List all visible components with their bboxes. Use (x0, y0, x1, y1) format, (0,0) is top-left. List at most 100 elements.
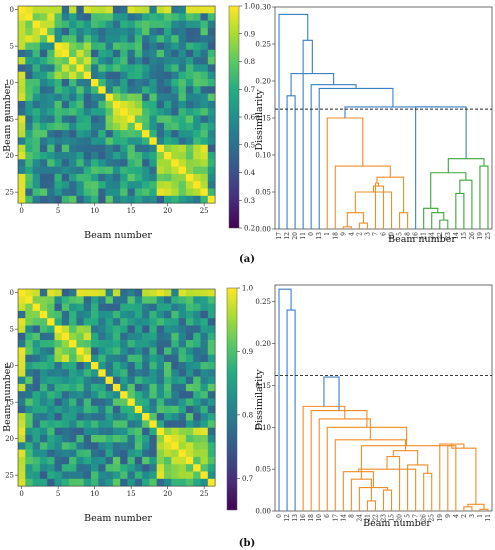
heatmap-cell (112, 303, 121, 312)
heatmap-cell (164, 122, 172, 131)
heatmap-cell (164, 289, 172, 297)
heatmap-cell (32, 188, 41, 197)
heatmap-cell (76, 130, 84, 138)
heatmap-cell (127, 93, 136, 102)
heatmap-cell (171, 35, 179, 43)
heatmap-cell (149, 383, 157, 392)
heatmap-cell (134, 420, 143, 428)
heatmap-cell (193, 478, 201, 487)
heatmap-cell (149, 332, 157, 341)
heatmap-cell (134, 181, 143, 189)
heatmap-cell (127, 130, 136, 138)
heatmap-cell (47, 42, 55, 51)
heatmap-cell (149, 296, 157, 304)
heatmap-cell (47, 137, 55, 145)
heatmap-cell (54, 173, 63, 182)
heatmap-cell (185, 456, 194, 465)
leaf-label: 6 (324, 514, 331, 518)
heatmap-cell (156, 152, 165, 160)
heatmap-cell (156, 456, 165, 465)
heatmap-cell (134, 471, 143, 480)
heatmap-cell (105, 383, 114, 392)
heatmap-cell (105, 318, 114, 326)
heatmap-cell (76, 137, 84, 145)
leaf-label: 16 (300, 514, 307, 522)
heatmap-cell (127, 303, 136, 312)
heatmap-cell (39, 115, 48, 124)
heatmap-cell (47, 456, 55, 465)
heatmap-cell (142, 42, 150, 51)
heatmap-cell (39, 188, 48, 197)
heatmap-cell (112, 100, 121, 109)
heatmap-cell (61, 449, 70, 458)
heatmap-cell (105, 435, 114, 443)
heatmap-cell (178, 27, 187, 36)
heatmap-frame (17, 288, 216, 487)
heatmap-cell (54, 71, 63, 80)
heatmap-cell (18, 130, 26, 138)
heatmap-cell (18, 42, 26, 51)
heatmap-cell (149, 86, 157, 94)
heatmap-cell (39, 413, 48, 421)
heatmap-cell (200, 20, 209, 29)
heatmap-cell (105, 398, 114, 407)
heatmap-cell (164, 340, 172, 348)
heatmap-cell (91, 442, 99, 450)
heatmap-cell (76, 144, 84, 153)
heatmap-cell (83, 449, 92, 458)
heatmap-cell (61, 108, 70, 116)
heatmap-cell (149, 144, 157, 153)
heatmap-cell (54, 413, 63, 421)
heatmap-cell (156, 93, 165, 102)
heatmap-cell (105, 49, 114, 58)
heatmap-cell (98, 79, 106, 87)
heatmap-cell (193, 195, 201, 204)
heatmap-cell (61, 71, 70, 80)
heatmap-cell (156, 420, 165, 428)
dendrogram-link (334, 439, 407, 511)
heatmap-cell (69, 332, 77, 341)
heatmap-cell (47, 478, 55, 487)
heatmap-cell (120, 27, 128, 36)
heatmap-cell (142, 420, 150, 428)
heatmap-cell (112, 449, 121, 458)
heatmap-cell (105, 152, 114, 160)
heatmap-cell (207, 49, 216, 58)
heatmap-cell (47, 471, 55, 480)
heatmap-cell (69, 442, 77, 450)
heatmap-cell (171, 310, 179, 319)
heatmap-cell (32, 86, 41, 94)
heatmap-cell (120, 122, 128, 131)
heatmap-cell (39, 93, 48, 102)
heatmap-cell (25, 405, 33, 414)
heatmap-cell (69, 137, 77, 145)
heatmap-cell (142, 108, 150, 116)
heatmap-cell (54, 122, 63, 131)
heatmap-cell (127, 42, 136, 51)
y-tick-label: 25 (5, 472, 14, 480)
heatmap-cell (127, 79, 136, 87)
heatmap-cell (193, 471, 201, 480)
heatmap-cell (83, 71, 92, 80)
heatmap-cell (164, 325, 172, 334)
dendrogram-link (463, 506, 473, 511)
heatmap-cell (200, 159, 209, 167)
heatmap-cell (200, 64, 209, 72)
heatmap-cell (207, 420, 216, 428)
heatmap-cell (25, 310, 33, 319)
heatmap-cell (83, 464, 92, 472)
heatmap-cell (185, 420, 194, 428)
heatmap-cell (76, 100, 84, 109)
heatmap-cell (54, 405, 63, 414)
heatmap-cell (76, 362, 84, 370)
heatmap-cell (25, 391, 33, 399)
heatmap-cell (164, 449, 172, 458)
heatmap-cell (54, 108, 63, 116)
heatmap-cell (207, 427, 216, 436)
heatmap-cell (91, 79, 99, 87)
heatmap-cell (98, 137, 106, 145)
heatmap-cell (164, 71, 172, 80)
heatmap-cell (134, 166, 143, 175)
heatmap-cell (112, 71, 121, 80)
heatmap-cell (98, 303, 106, 312)
